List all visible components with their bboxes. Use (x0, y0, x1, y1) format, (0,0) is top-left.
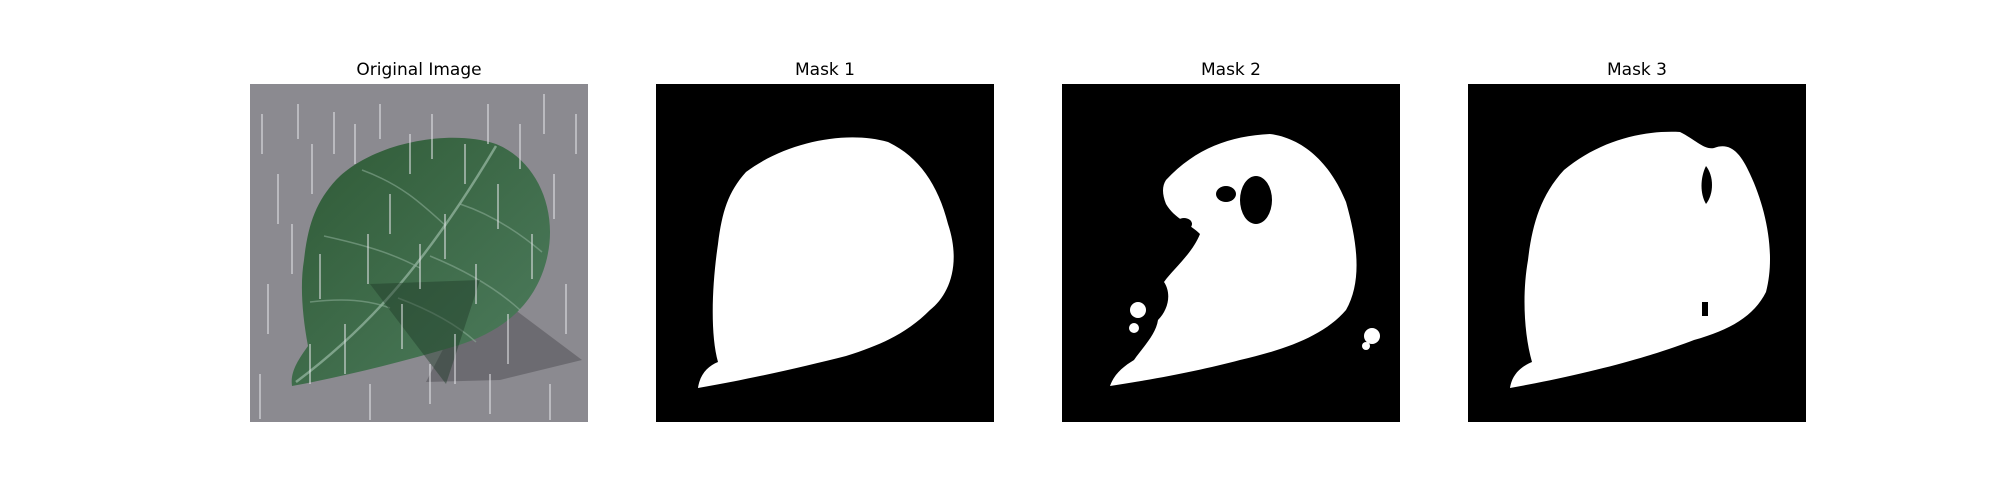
mask-region (1110, 134, 1380, 386)
panel-mask-1: Mask 1 (656, 56, 994, 422)
leaf-body (291, 137, 551, 386)
rain-streaks (259, 94, 577, 420)
mask-2-svg (1062, 84, 1400, 422)
mask-region (698, 137, 954, 388)
leaf-midrib (295, 145, 498, 383)
panel-title: Original Image (356, 60, 482, 80)
mask-1-svg (656, 84, 994, 422)
original-image (250, 84, 588, 422)
panel-title: Mask 1 (794, 60, 855, 80)
mask-image (656, 84, 994, 422)
leaf-photo (250, 84, 588, 422)
panel-mask-2: Mask 2 (1062, 56, 1400, 422)
mask-image (1468, 84, 1806, 422)
leaf-side-veins (309, 169, 543, 343)
mask-holes (1701, 166, 1712, 316)
panel-title: Mask 2 (1200, 60, 1261, 80)
mask-holes (1176, 176, 1272, 230)
leaf-dark-triangle (370, 280, 480, 384)
panel-title: Mask 3 (1606, 60, 1667, 80)
panel-mask-3: Mask 3 (1468, 56, 1806, 422)
panel-original-image: Original Image (250, 56, 588, 422)
mask-image (1062, 84, 1400, 422)
mask-3-svg (1468, 84, 1806, 422)
